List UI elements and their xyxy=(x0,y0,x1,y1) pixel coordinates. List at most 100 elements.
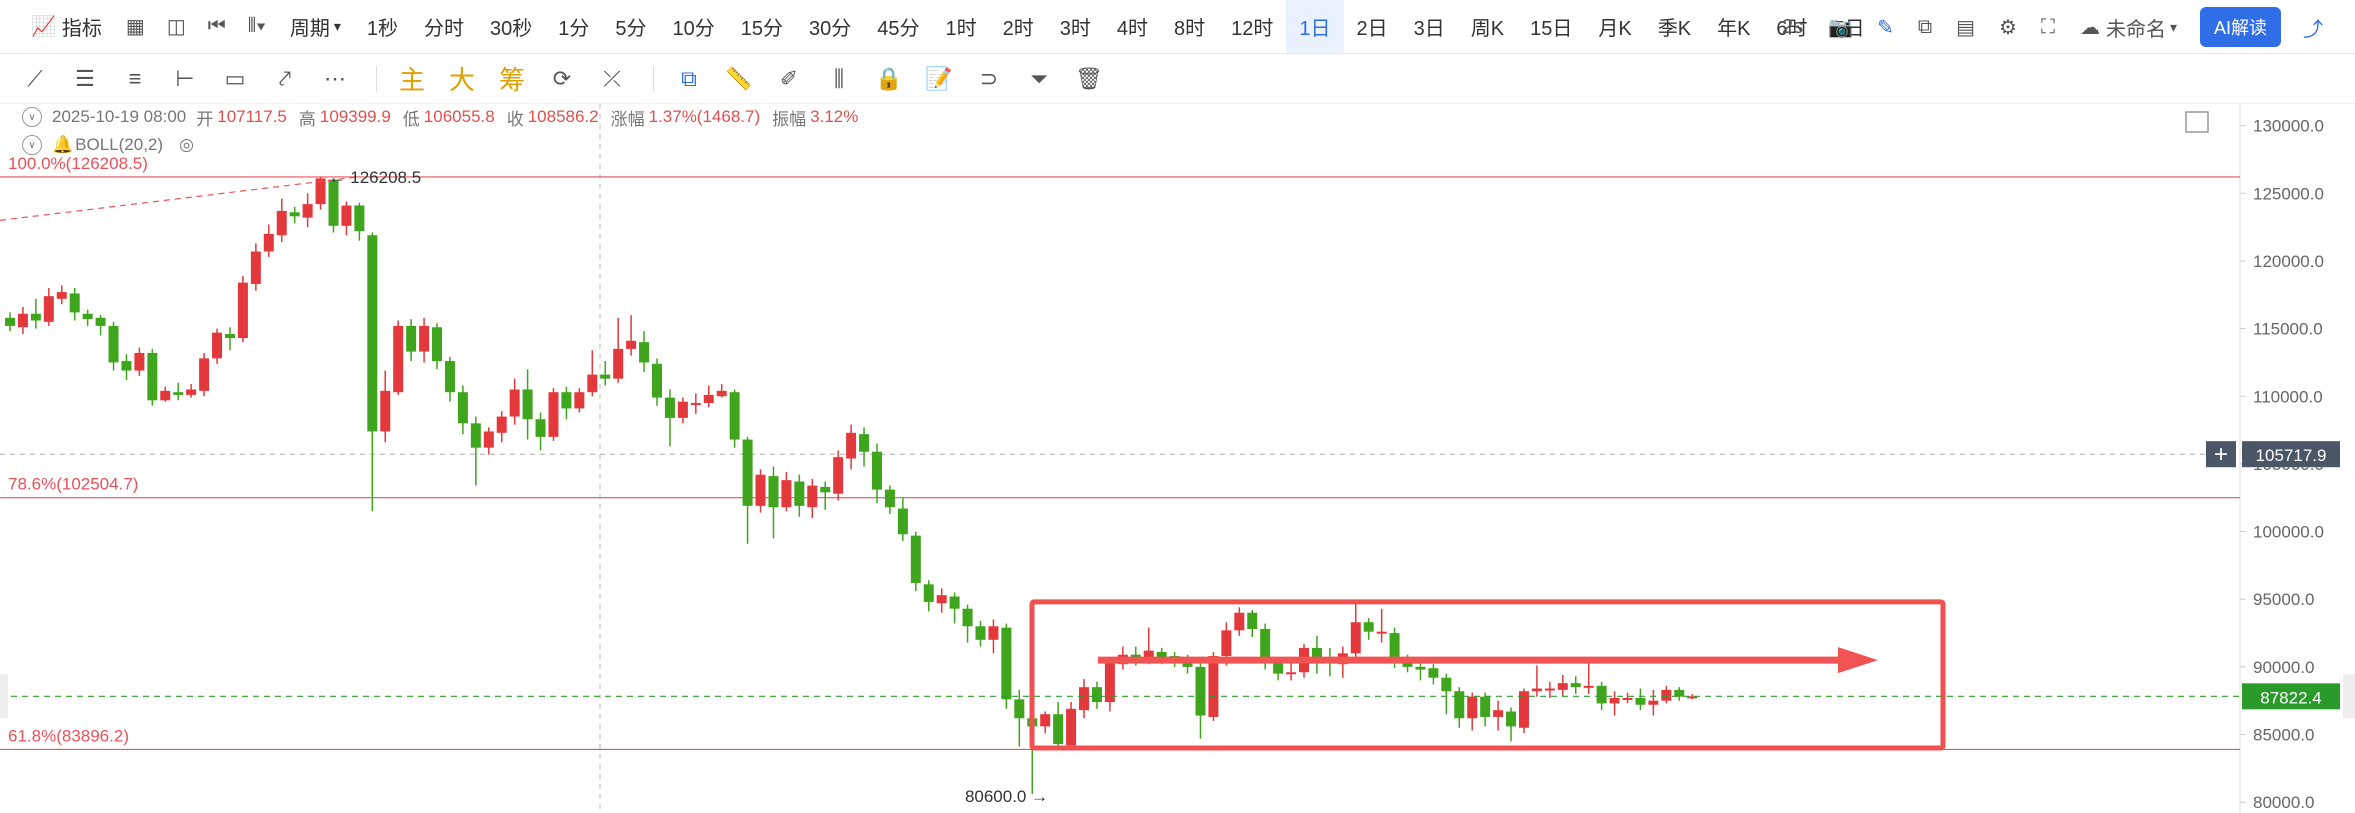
period-19[interactable]: 15日 xyxy=(1530,18,1573,40)
collapse-icon[interactable]: ∨ xyxy=(22,107,42,127)
period-1[interactable]: 分时 xyxy=(424,18,465,40)
collapse-icon[interactable]: ∨ xyxy=(22,135,42,155)
period-13[interactable]: 8时 xyxy=(1174,18,1206,40)
fullscreen-icon[interactable]: ⛶ xyxy=(2040,15,2055,38)
period-18[interactable]: 周K xyxy=(1470,18,1505,40)
close-value: 108586.2 xyxy=(527,107,599,126)
candle-body xyxy=(82,313,93,320)
period-12[interactable]: 4时 xyxy=(1116,18,1149,40)
period-21[interactable]: 季K xyxy=(1657,18,1692,40)
period-9[interactable]: 1时 xyxy=(945,18,977,40)
period-20[interactable]: 月K xyxy=(1598,18,1632,40)
sync-icon[interactable]: ⟳ xyxy=(552,65,572,91)
amplitude-value: 3.12% xyxy=(810,107,859,126)
candle-body xyxy=(302,204,313,218)
trash-icon[interactable]: 🗑 xyxy=(1075,65,1103,91)
camera-icon[interactable]: 📷 xyxy=(1828,16,1854,39)
candle-body xyxy=(250,251,261,284)
chip-distribution-button[interactable]: 筹 xyxy=(498,65,525,95)
candle-body xyxy=(1609,697,1620,704)
period-0[interactable]: 1秒 xyxy=(366,18,399,40)
candle-body xyxy=(432,327,443,362)
ai-explain-button[interactable]: AI解读 xyxy=(2199,7,2281,47)
eye-off-icon[interactable]: ◎ xyxy=(179,135,194,154)
period-10[interactable]: 2时 xyxy=(1002,18,1034,40)
candle-type-icon[interactable]: ⫴▾ xyxy=(247,15,266,37)
period-15[interactable]: 1日 xyxy=(1286,0,1344,53)
fib-tool-icon[interactable]: ⤤ xyxy=(278,65,292,91)
period-8[interactable]: 45分 xyxy=(877,18,920,40)
candle-body xyxy=(1622,697,1633,700)
candle-body xyxy=(30,313,41,321)
candle-body xyxy=(535,419,546,437)
channel-tool-icon[interactable]: ≡ xyxy=(128,65,142,91)
copy-icon[interactable]: ⧉ xyxy=(681,65,697,91)
period-17[interactable]: 3日 xyxy=(1413,18,1445,40)
note-icon[interactable]: 📝 xyxy=(925,65,953,91)
replay-icon[interactable]: ⏮ xyxy=(207,15,226,37)
window-icon[interactable]: ⧉ xyxy=(1917,15,1933,38)
trend-arrow-head xyxy=(1838,647,1878,674)
bell-icon[interactable]: 🔔 xyxy=(52,135,74,154)
price-tick-label: 130000.0 xyxy=(2253,117,2324,136)
price-tick-label: 120000.0 xyxy=(2253,252,2324,271)
period-11[interactable]: 3时 xyxy=(1059,18,1091,40)
file-selector[interactable]: ☁ 未命名 ▾ xyxy=(2067,0,2190,54)
period-3[interactable]: 1分 xyxy=(558,18,590,40)
parallel-tool-icon[interactable]: ☰ xyxy=(75,65,95,91)
price-tick-label: 110000.0 xyxy=(2253,387,2323,406)
rect-tool-icon[interactable]: ▭ xyxy=(224,65,246,91)
brush-icon[interactable]: ✐ xyxy=(779,65,799,91)
filter-icon[interactable]: ⏷ xyxy=(1030,65,1048,91)
candle-body xyxy=(742,439,753,506)
period-6[interactable]: 15分 xyxy=(740,18,784,40)
candle-body xyxy=(936,595,947,604)
indicator-label: 指标 xyxy=(61,18,102,40)
period-16[interactable]: 2日 xyxy=(1356,18,1388,40)
hide-drawings-icon[interactable]: ⤫ xyxy=(603,65,621,91)
pattern-icon[interactable]: ⫼ xyxy=(833,65,845,91)
candle-body xyxy=(1221,630,1232,657)
period-5[interactable]: 10分 xyxy=(672,18,715,40)
period-24[interactable]: 5日 xyxy=(1833,18,1865,40)
candle-body xyxy=(1596,685,1607,704)
line-tool-icon[interactable]: ⟋ xyxy=(27,65,43,91)
indicator-button[interactable]: 📈 指标 xyxy=(18,0,115,53)
layout-icon[interactable]: ◫ xyxy=(166,16,186,38)
price-tick-label: 90000.0 xyxy=(2253,658,2314,677)
more-tools-icon[interactable]: ⋯ xyxy=(324,65,346,91)
lock-icon[interactable]: 🔒 xyxy=(875,65,903,91)
period-4[interactable]: 5分 xyxy=(615,18,647,40)
candle-body xyxy=(703,394,714,404)
candle-body xyxy=(884,489,895,508)
candle-body xyxy=(1260,628,1271,663)
settings-icon[interactable]: ⚙ xyxy=(1999,16,2017,39)
chart-icon: 📈 xyxy=(31,16,56,38)
period-14[interactable]: 12时 xyxy=(1231,18,1274,40)
candle-body xyxy=(328,179,339,226)
consolidation-box xyxy=(1029,599,1946,751)
refresh-interval[interactable]: 2s xyxy=(1782,15,1804,38)
ruler-icon[interactable]: 📏 xyxy=(725,65,753,91)
period-7[interactable]: 30分 xyxy=(809,18,852,40)
horizontal-tool-icon[interactable]: ⊢ xyxy=(175,65,195,91)
period-2[interactable]: 30秒 xyxy=(490,18,533,40)
candle-body xyxy=(988,626,999,640)
candle-body xyxy=(677,401,688,418)
candle-body xyxy=(483,431,494,448)
pen-icon[interactable]: ✎ xyxy=(1877,16,1894,39)
share-icon[interactable]: ⤴ xyxy=(2303,18,2323,41)
candle-body xyxy=(354,205,365,232)
candle-body xyxy=(1091,687,1102,703)
big-order-button[interactable]: 大 xyxy=(448,65,475,95)
period-23[interactable]: 6时 xyxy=(1776,18,1808,40)
template-icon[interactable]: ▤ xyxy=(1956,16,1976,39)
candle-body xyxy=(1053,714,1064,744)
candlestick-chart[interactable]: 130000.0 125000.0 120000.0 115000.0 110000.0… xyxy=(0,104,2355,813)
magnet-icon[interactable]: ⊃ xyxy=(979,65,999,91)
period-22[interactable]: 年K xyxy=(1717,18,1751,40)
period-dropdown[interactable]: 周期 ▾ xyxy=(277,0,354,53)
main-chart-button[interactable]: 主 xyxy=(398,65,425,95)
calendar-icon[interactable]: ▦ xyxy=(125,16,145,38)
price-tick-label: 85000.0 xyxy=(2253,726,2314,745)
